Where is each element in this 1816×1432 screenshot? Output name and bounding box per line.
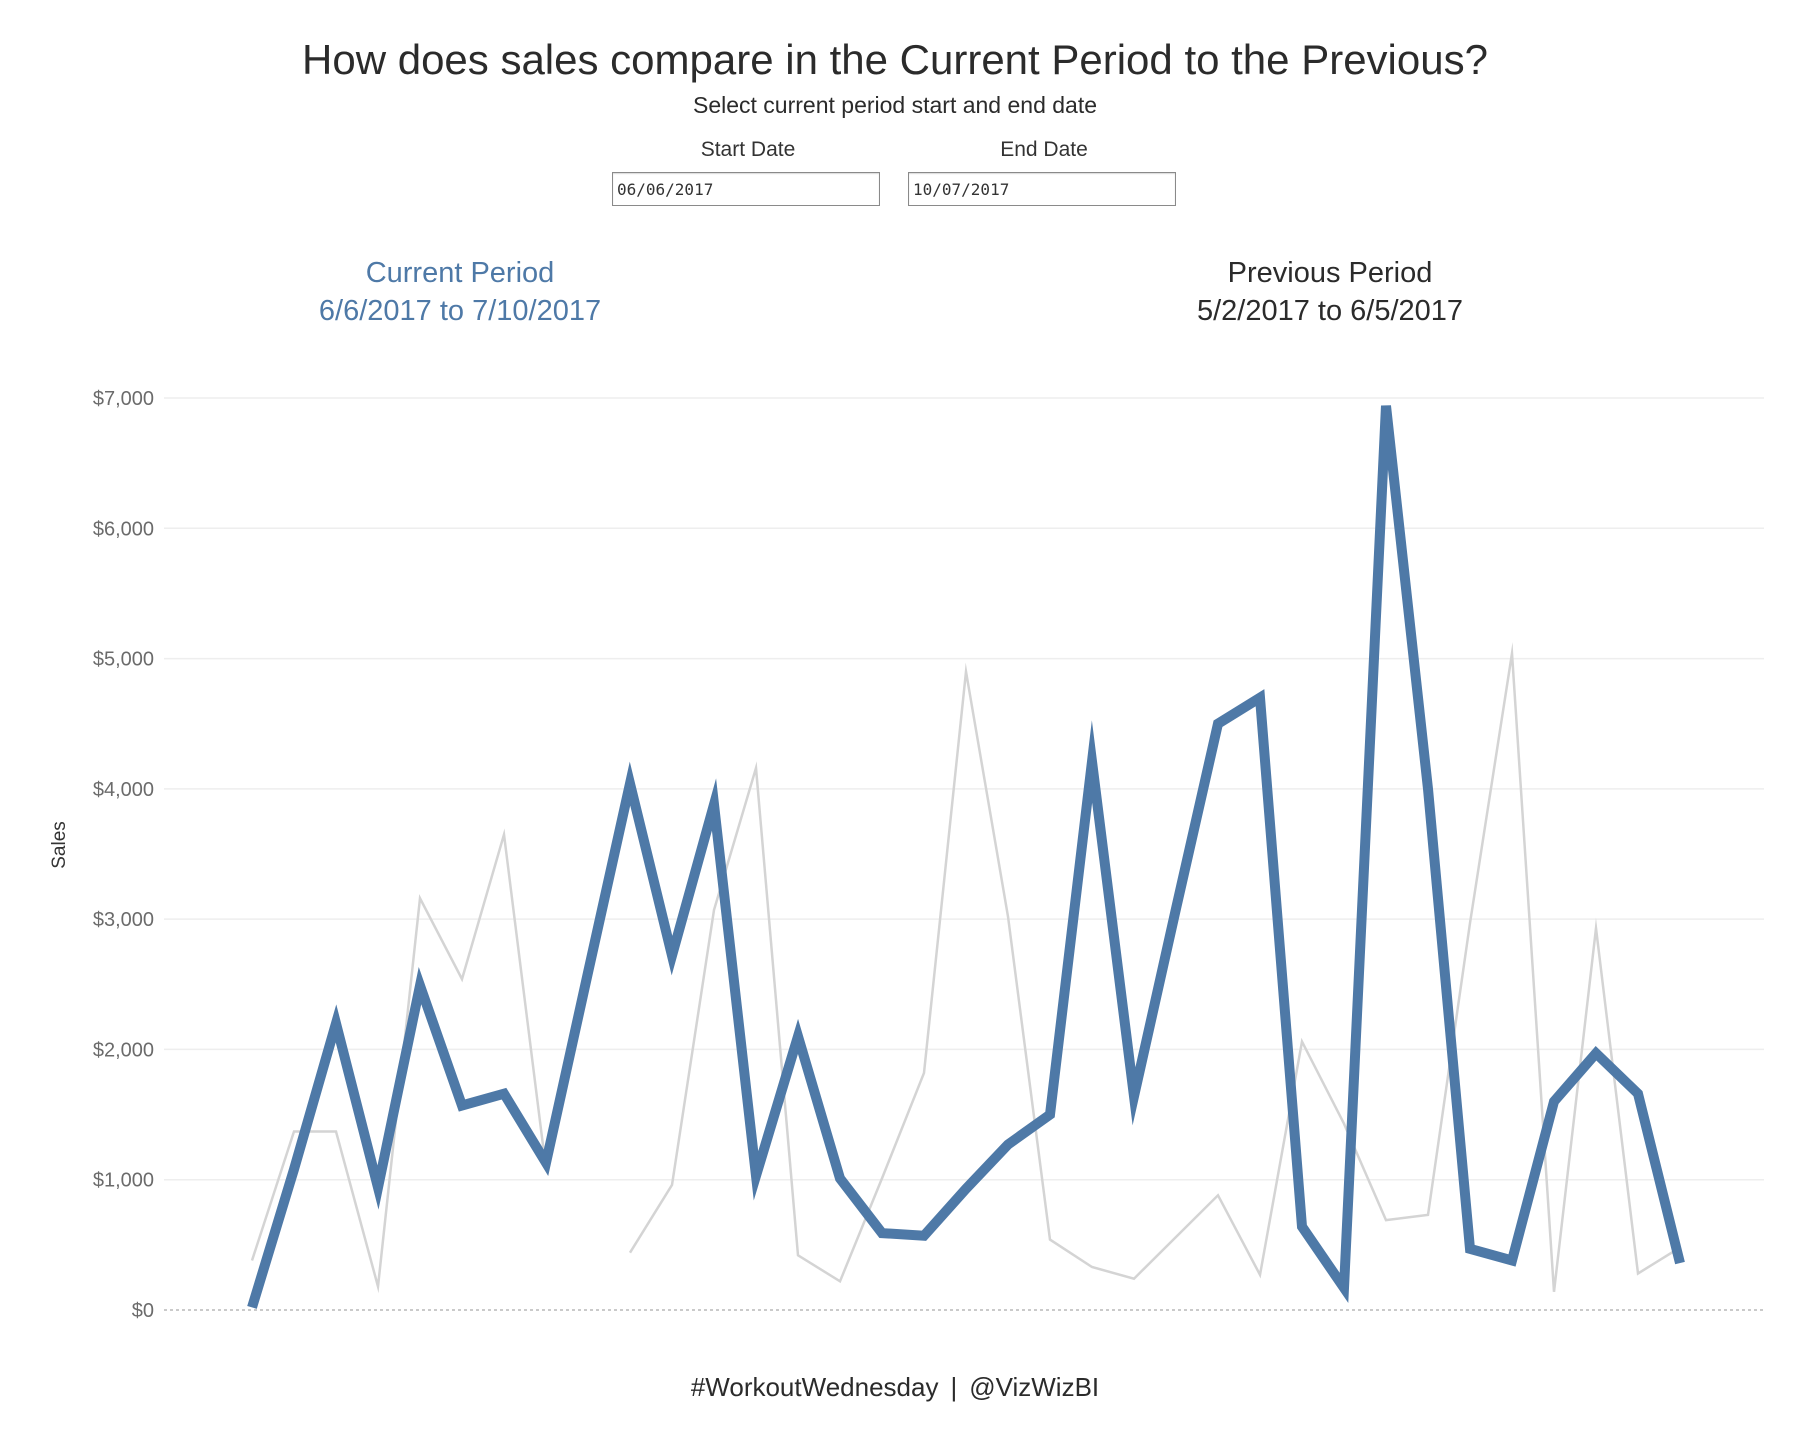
previous-period-label: Previous Period <box>1227 257 1433 289</box>
y-tick-label: $2,000 <box>93 1039 154 1061</box>
footer-hashtag: #WorkoutWednesday <box>690 1372 939 1402</box>
y-tick-label: $1,000 <box>93 1170 154 1192</box>
footer-handle: @VizWizBI <box>969 1372 1100 1402</box>
y-tick-label: $6,000 <box>93 518 154 540</box>
current-period-label: Current Period <box>365 257 555 289</box>
y-tick-label: $0 <box>132 1300 154 1322</box>
current-period-line[interactable] <box>247 405 1685 1309</box>
start-date-input[interactable] <box>612 172 880 206</box>
end-date-input[interactable] <box>908 172 1176 206</box>
previous-period-range: 5/2/2017 to 6/5/2017 <box>1196 295 1464 327</box>
y-tick-label: $7,000 <box>93 388 154 410</box>
y-tick-label: $5,000 <box>93 649 154 671</box>
current-period-legend: Current Period 6/6/2017 to 7/10/2017 <box>230 254 690 330</box>
previous-period-legend: Previous Period 5/2/2017 to 6/5/2017 <box>1100 254 1560 330</box>
y-tick-label: $4,000 <box>93 779 154 801</box>
footer-credit: #WorkoutWednesday | @VizWizBI <box>0 1372 1790 1403</box>
start-date-label: Start Date <box>700 138 796 161</box>
y-tick-label: $3,000 <box>93 909 154 931</box>
chart-title: How does sales compare in the Current Pe… <box>302 36 1488 83</box>
current-period-range: 6/6/2017 to 7/10/2017 <box>318 295 602 327</box>
chart-subtitle: Select current period start and end date <box>692 92 1098 118</box>
end-date-label: End Date <box>1000 138 1088 161</box>
footer-separator: | <box>950 1372 958 1402</box>
